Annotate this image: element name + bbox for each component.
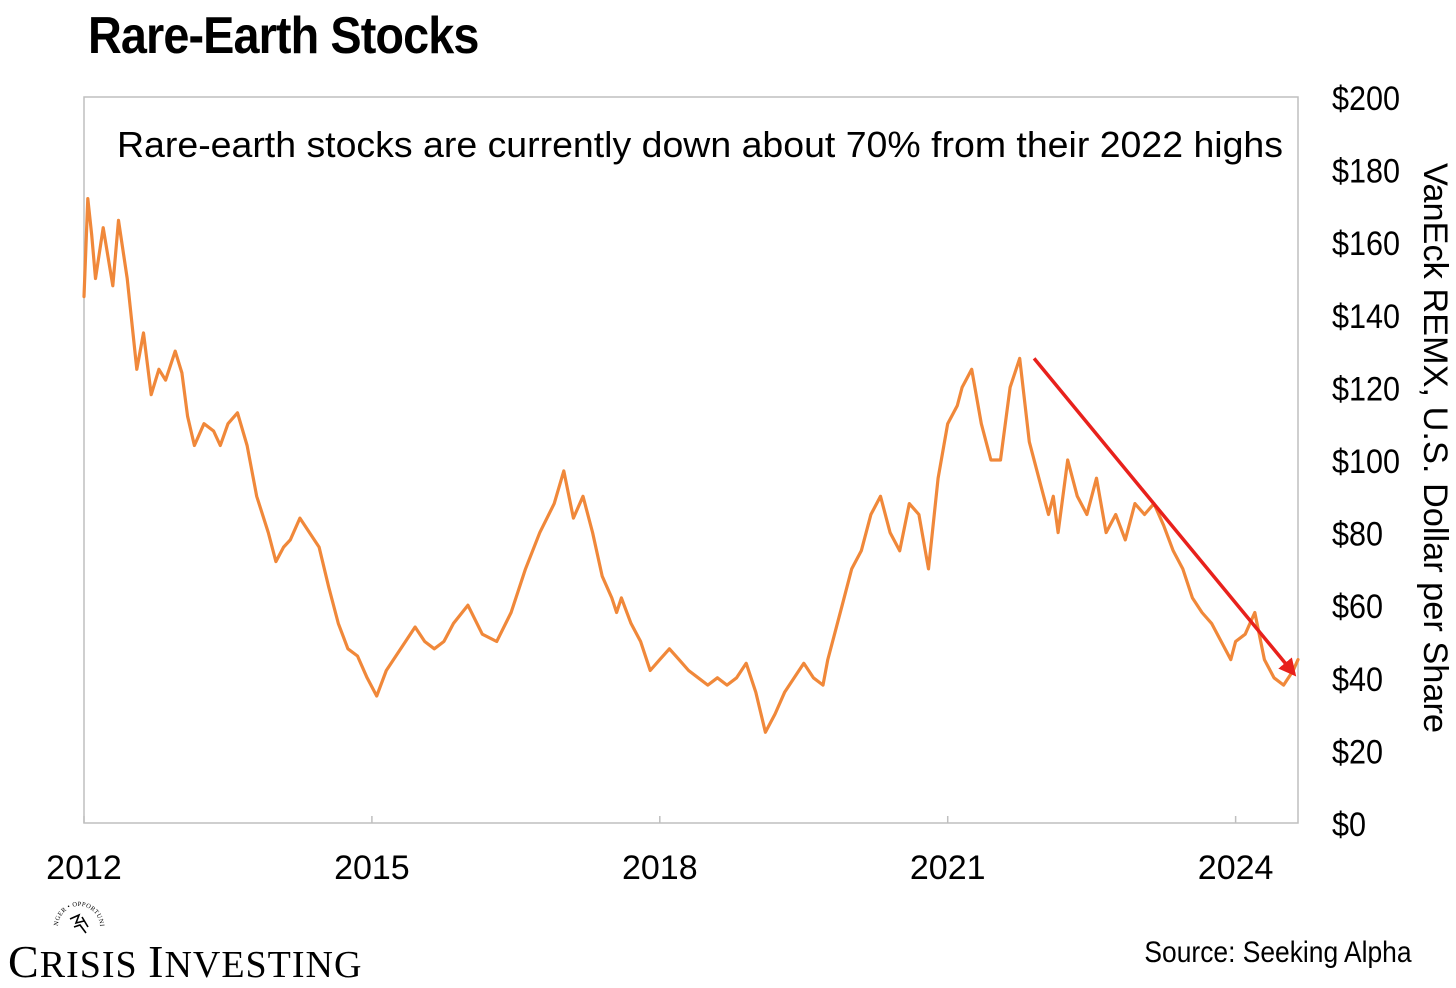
y-axis: $0 $20 $40 $60 $80 $100 $120 $140 $160 $180 $200 (1332, 80, 1400, 844)
y-tick-label: $140 (1332, 298, 1400, 336)
trend-arrow (1032, 357, 1297, 677)
chart-title: Rare-Earth Stocks (88, 7, 479, 65)
y-tick-label: $100 (1332, 443, 1400, 481)
plot-area (83, 96, 1299, 824)
seal-icon: DANGER • OPPORTUNITY (52, 897, 105, 934)
source-note: Source: Seeking Alpha (1144, 936, 1412, 969)
x-axis: 2012 2015 2018 2021 2024 (46, 816, 1273, 887)
x-tick-label: 2012 (46, 849, 122, 887)
y-tick-label: $40 (1332, 661, 1383, 699)
x-tick-label: 2024 (1198, 849, 1274, 887)
series-line-remx (82, 197, 1300, 734)
y-axis-label: VanEck REMX, U.S. Dollar per Share (1416, 163, 1454, 733)
y-tick-label: $20 (1332, 733, 1383, 771)
brand-name: CRISIS INVESTING (8, 935, 362, 988)
y-tick-label: $80 (1332, 516, 1383, 554)
brand-logo: DANGER • OPPORTUNITY CRISIS INVESTING (8, 895, 368, 987)
y-tick-label: $200 (1332, 80, 1400, 118)
x-tick-label: 2015 (334, 849, 410, 887)
x-tick-label: 2021 (910, 849, 986, 887)
brand-letter-c: C (8, 936, 40, 987)
brand-letter-i: I (148, 936, 165, 987)
y-tick-label: $180 (1332, 153, 1400, 191)
y-tick-label: $120 (1332, 370, 1400, 408)
y-tick-label: $60 (1332, 588, 1383, 626)
chart-annotation: Rare-earth stocks are currently down abo… (117, 124, 1283, 165)
brand-text-risis: RISIS (39, 944, 149, 986)
y-tick-label: $160 (1332, 225, 1400, 263)
x-tick-label: 2018 (622, 849, 698, 887)
brand-text-nvesting: NVESTING (164, 944, 363, 986)
y-tick-label: $0 (1332, 806, 1366, 844)
